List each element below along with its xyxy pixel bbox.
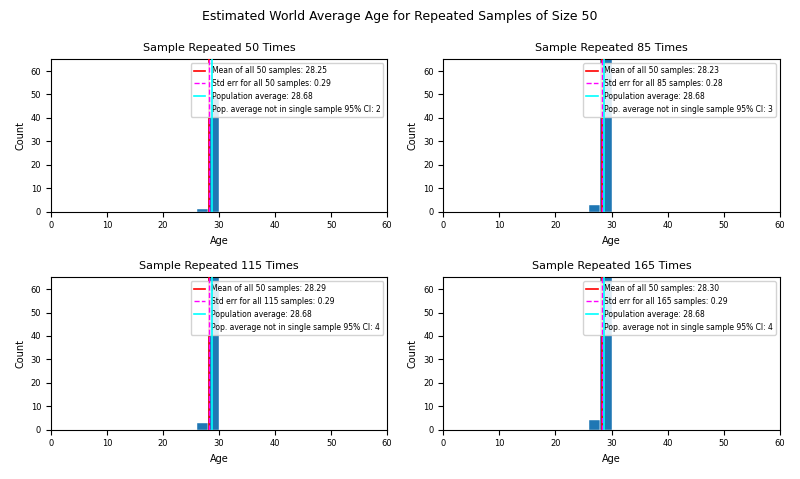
Text: Estimated World Average Age for Repeated Samples of Size 50: Estimated World Average Age for Repeated… [202, 10, 598, 23]
Bar [197, 422, 208, 430]
Title: Sample Repeated 85 Times: Sample Repeated 85 Times [535, 43, 688, 53]
Y-axis label: Count: Count [15, 121, 25, 150]
Bar [600, 52, 611, 430]
X-axis label: Age: Age [210, 454, 229, 464]
Bar [197, 209, 208, 212]
Y-axis label: Count: Count [407, 339, 418, 368]
Legend: Mean of all 50 samples: 28.25, Std err for all 50 samples: 0.29, Population aver: Mean of all 50 samples: 28.25, Std err f… [191, 63, 383, 117]
Legend: Mean of all 50 samples: 28.23, Std err for all 85 samples: 0.28, Population aver: Mean of all 50 samples: 28.23, Std err f… [583, 63, 776, 117]
X-axis label: Age: Age [210, 236, 229, 246]
Bar [208, 167, 219, 430]
Bar [589, 421, 600, 430]
Y-axis label: Count: Count [15, 339, 25, 368]
X-axis label: Age: Age [602, 236, 621, 246]
X-axis label: Age: Age [602, 454, 621, 464]
Title: Sample Repeated 50 Times: Sample Repeated 50 Times [142, 43, 295, 53]
Title: Sample Repeated 165 Times: Sample Repeated 165 Times [532, 261, 691, 271]
Y-axis label: Count: Count [407, 121, 418, 150]
Bar [589, 205, 600, 212]
Bar [208, 97, 219, 212]
Legend: Mean of all 50 samples: 28.30, Std err for all 165 samples: 0.29, Population ave: Mean of all 50 samples: 28.30, Std err f… [583, 281, 776, 335]
Title: Sample Repeated 115 Times: Sample Repeated 115 Times [139, 261, 299, 271]
Legend: Mean of all 50 samples: 28.29, Std err for all 115 samples: 0.29, Population ave: Mean of all 50 samples: 28.29, Std err f… [191, 281, 383, 335]
Bar [600, 20, 611, 212]
